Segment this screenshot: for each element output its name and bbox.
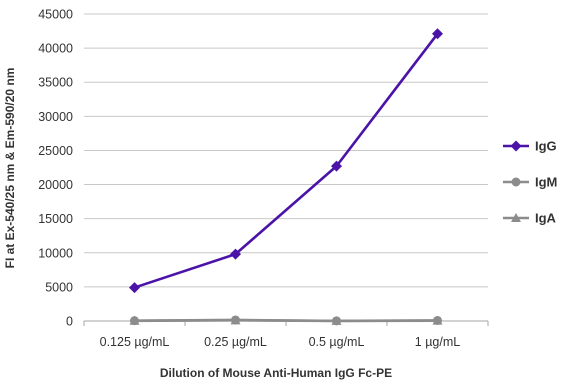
x-tick-label: 1 µg/mL <box>415 335 460 349</box>
legend-marker-igm <box>511 177 521 187</box>
legend-label-igm: IgM <box>535 175 557 190</box>
data-point-igm <box>332 316 341 326</box>
x-tick-label: 0.5 µg/mL <box>309 335 365 349</box>
data-point-igm <box>433 315 442 325</box>
x-axis-ticks: 0.125 µg/mL 0.25 µg/mL 0.5 µg/mL 1 µg/mL <box>83 320 489 349</box>
y-tick-label: 10000 <box>38 246 73 260</box>
legend-marker-igg <box>510 140 522 152</box>
y-tick-label: 45000 <box>38 8 73 22</box>
x-tick-label: 0.25 µg/mL <box>204 335 267 349</box>
legend-marker-iga <box>511 213 521 222</box>
y-axis-title: FI at Ex-540/25 nm & Em-590/20 nm <box>3 68 17 269</box>
data-point-igg <box>230 248 241 260</box>
y-tick-label: 40000 <box>38 42 73 56</box>
legend-item-igm: IgM <box>503 175 557 190</box>
y-tick-label: 35000 <box>38 76 73 90</box>
data-point-igm <box>231 315 240 325</box>
series-line-igg <box>134 32 439 289</box>
legend-item-iga: IgA <box>503 211 557 226</box>
y-tick-label: 30000 <box>38 110 73 124</box>
series-line-igm <box>134 318 438 323</box>
legend-label-iga: IgA <box>535 211 557 226</box>
data-point-igg <box>432 28 443 40</box>
data-point-igg <box>331 160 342 172</box>
legend: IgG IgM IgA <box>503 139 557 226</box>
plot-series <box>129 28 443 326</box>
data-point-igm <box>130 316 139 326</box>
y-tick-label: 15000 <box>38 212 73 226</box>
series-igg <box>129 28 443 294</box>
x-tick-label: 0.125 µg/mL <box>100 335 170 349</box>
x-axis-title: Dilution of Mouse Anti-Human IgG Fc-PE <box>160 366 392 380</box>
grid-lines <box>84 13 488 322</box>
legend-label-igg: IgG <box>535 139 557 154</box>
legend-item-igg: IgG <box>503 139 557 154</box>
y-tick-label: 0 <box>66 315 73 329</box>
y-tick-label: 20000 <box>38 178 73 192</box>
data-point-igg <box>129 282 140 294</box>
series-igm <box>130 315 442 326</box>
y-axis-ticks: 0 5000 10000 15000 20000 25000 30000 35000 40000… <box>38 8 73 329</box>
y-tick-label: 5000 <box>45 280 73 294</box>
y-tick-label: 25000 <box>38 144 73 158</box>
